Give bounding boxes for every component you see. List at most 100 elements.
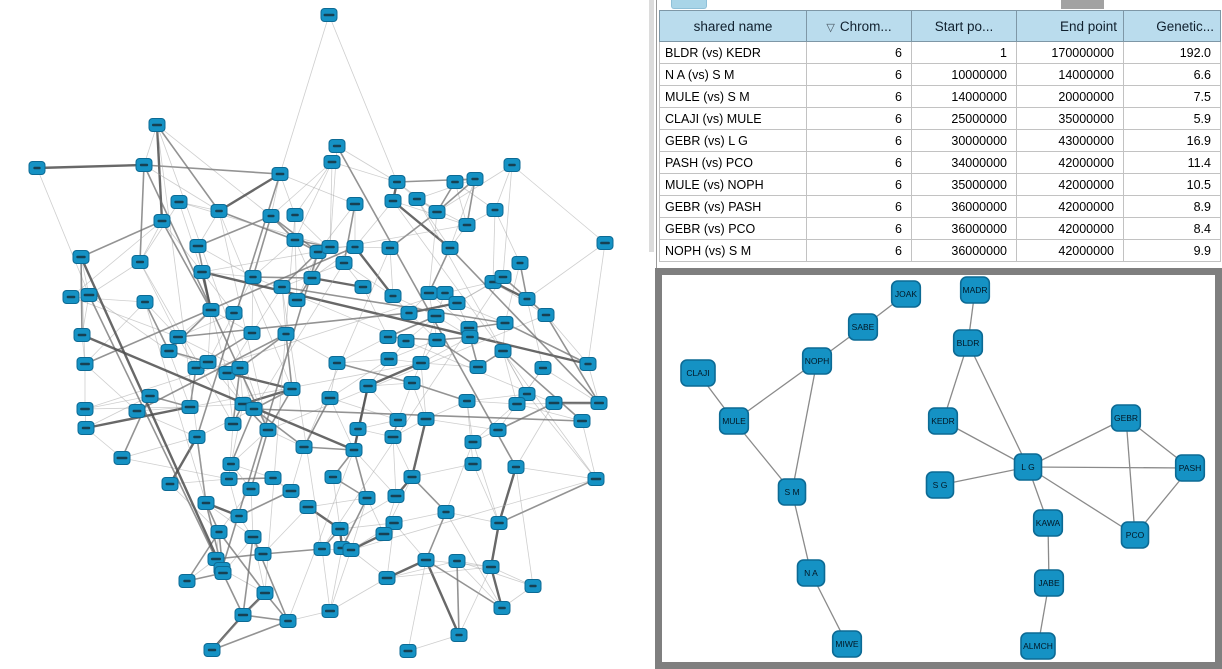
graph-node[interactable]: [403, 376, 421, 390]
graph-node[interactable]: [596, 236, 614, 250]
graph-node-GEBR[interactable]: GEBR: [1110, 404, 1142, 432]
graph-node[interactable]: [328, 356, 346, 370]
graph-node[interactable]: [210, 525, 228, 539]
filtered-network-canvas[interactable]: JOAK MADR SABE NOPH BLDR CLAJI MULE KEDR GEBR L G…: [662, 275, 1215, 662]
graph-node[interactable]: [262, 209, 280, 223]
graph-node[interactable]: [202, 303, 220, 317]
graph-edge-SG-LG[interactable]: [939, 466, 1029, 486]
graph-node[interactable]: [359, 379, 377, 393]
graph-node[interactable]: [80, 288, 98, 302]
graph-node[interactable]: [128, 404, 146, 418]
graph-node[interactable]: [321, 391, 339, 405]
graph-node[interactable]: [283, 382, 301, 396]
graph-node[interactable]: [345, 443, 363, 457]
graph-node[interactable]: [131, 255, 149, 269]
graph-node[interactable]: [181, 400, 199, 414]
graph-node[interactable]: [446, 175, 464, 189]
graph-node[interactable]: [420, 286, 438, 300]
graph-node[interactable]: [494, 344, 512, 358]
graph-node[interactable]: [136, 295, 154, 309]
graph-node[interactable]: [494, 270, 512, 284]
filter-icon[interactable]: ▽: [826, 21, 835, 34]
graph-node[interactable]: [508, 397, 526, 411]
graph-node[interactable]: [573, 414, 591, 428]
graph-node[interactable]: [403, 470, 421, 484]
table-row[interactable]: NOPH (vs) S M 6 36000000 42000000 9.9: [659, 239, 1221, 262]
graph-node[interactable]: [76, 402, 94, 416]
graph-node-MIWE[interactable]: MIWE: [831, 630, 863, 658]
graph-node[interactable]: [469, 360, 487, 374]
graph-node[interactable]: [230, 509, 248, 523]
graph-node[interactable]: [400, 306, 418, 320]
graph-node[interactable]: [428, 205, 446, 219]
graph-node[interactable]: [399, 644, 417, 658]
graph-node[interactable]: [244, 530, 262, 544]
graph-node[interactable]: [387, 489, 405, 503]
graph-edge-LG-GEBR[interactable]: [1027, 417, 1127, 468]
graph-node-BLDR[interactable]: BLDR: [952, 329, 984, 357]
graph-node[interactable]: [203, 643, 221, 657]
graph-node[interactable]: [72, 250, 90, 264]
graph-node[interactable]: [381, 241, 399, 255]
graph-node[interactable]: [482, 560, 500, 574]
graph-node[interactable]: [486, 203, 504, 217]
graph-node[interactable]: [320, 8, 338, 22]
table-row[interactable]: MULE (vs) S M 6 14000000 20000000 7.5: [659, 85, 1221, 108]
graph-node[interactable]: [210, 204, 228, 218]
graph-node[interactable]: [437, 505, 455, 519]
graph-node[interactable]: [321, 604, 339, 618]
graph-node[interactable]: [427, 309, 445, 323]
table-row[interactable]: N A (vs) S M 6 10000000 14000000 6.6: [659, 63, 1221, 86]
column-header-genetic---[interactable]: Genetic...: [1123, 10, 1221, 42]
table-row[interactable]: GEBR (vs) L G 6 30000000 43000000 16.9: [659, 129, 1221, 152]
graph-node[interactable]: [412, 356, 430, 370]
graph-node[interactable]: [342, 543, 360, 557]
table-row[interactable]: GEBR (vs) PCO 6 36000000 42000000 8.4: [659, 217, 1221, 240]
graph-node[interactable]: [537, 308, 555, 322]
graph-node[interactable]: [288, 293, 306, 307]
graph-edge-LG-PASH[interactable]: [1027, 466, 1191, 469]
graph-node[interactable]: [313, 542, 331, 556]
graph-node-JABE[interactable]: JABE: [1033, 569, 1065, 597]
graph-node[interactable]: [335, 256, 353, 270]
graph-node-CLAJI[interactable]: CLAJI: [680, 359, 716, 387]
graph-node[interactable]: [524, 579, 542, 593]
graph-node-ALMCH[interactable]: ALMCH: [1020, 632, 1056, 660]
graph-node[interactable]: [417, 412, 435, 426]
graph-node-PCO[interactable]: PCO: [1120, 521, 1150, 549]
graph-node[interactable]: [428, 333, 446, 347]
graph-node[interactable]: [224, 417, 242, 431]
graph-node[interactable]: [188, 430, 206, 444]
graph-edge-BLDR-LG[interactable]: [967, 342, 1029, 468]
graph-node[interactable]: [279, 614, 297, 628]
table-row[interactable]: MULE (vs) NOPH 6 35000000 42000000 10.5: [659, 173, 1221, 196]
graph-edge-LG-PCO[interactable]: [1027, 466, 1136, 536]
graph-node[interactable]: [153, 214, 171, 228]
graph-node[interactable]: [490, 516, 508, 530]
graph-node[interactable]: [349, 422, 367, 436]
graph-node[interactable]: [518, 292, 536, 306]
graph-node[interactable]: [286, 208, 304, 222]
graph-node[interactable]: [450, 628, 468, 642]
graph-node-JOAK[interactable]: JOAK: [890, 280, 922, 308]
graph-node[interactable]: [408, 192, 426, 206]
graph-node[interactable]: [397, 334, 415, 348]
graph-node[interactable]: [464, 457, 482, 471]
graph-node-MULE[interactable]: MULE: [718, 407, 750, 435]
graph-node[interactable]: [286, 233, 304, 247]
graph-node[interactable]: [264, 471, 282, 485]
graph-node[interactable]: [231, 361, 249, 375]
graph-node[interactable]: [464, 435, 482, 449]
graph-node[interactable]: [496, 316, 514, 330]
graph-node[interactable]: [436, 286, 454, 300]
graph-node[interactable]: [587, 472, 605, 486]
graph-node-SG[interactable]: S G: [925, 471, 955, 499]
graph-node[interactable]: [271, 167, 289, 181]
graph-node[interactable]: [277, 327, 295, 341]
graph-node[interactable]: [331, 522, 349, 536]
graph-node[interactable]: [579, 357, 597, 371]
overview-network-canvas[interactable]: [0, 0, 655, 669]
graph-node-NOPH[interactable]: NOPH: [801, 347, 833, 375]
graph-node[interactable]: [113, 451, 131, 465]
graph-node[interactable]: [385, 516, 403, 530]
